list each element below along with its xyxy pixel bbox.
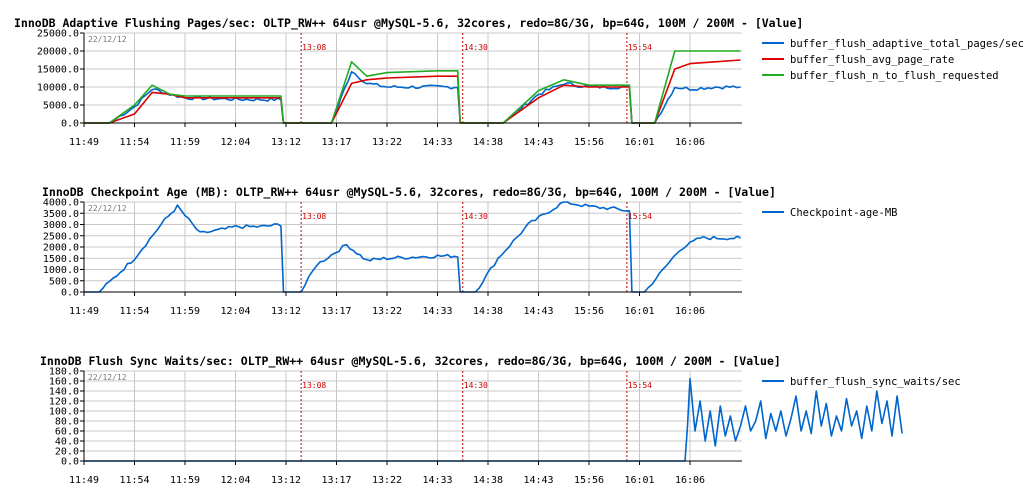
event-marker-label: 15:54 — [628, 43, 652, 52]
x-tick-label: 11:54 — [119, 306, 149, 317]
x-tick-label: 14:38 — [473, 475, 503, 486]
x-tick-label: 11:59 — [170, 137, 200, 148]
chart-panel-1: InnoDB Adaptive Flushing Pages/sec: OLTP… — [14, 16, 1024, 148]
event-marker-label: 15:54 — [628, 212, 652, 221]
event-marker-label: 13:08 — [302, 212, 326, 221]
x-tick-label: 11:54 — [119, 137, 149, 148]
x-tick-label: 14:43 — [523, 137, 553, 148]
y-tick-label: 140.0 — [49, 387, 79, 398]
x-tick-label: 12:04 — [220, 475, 250, 486]
y-tick-label: 180.0 — [49, 367, 79, 378]
chart-title: InnoDB Flush Sync Waits/sec: OLTP_RW++ 6… — [40, 354, 781, 369]
y-tick-label: 0.0 — [61, 288, 79, 299]
x-tick-label: 11:59 — [170, 475, 200, 486]
x-tick-label: 14:43 — [523, 475, 553, 486]
y-tick-label: 0.0 — [61, 119, 79, 130]
y-tick-label: 5000.0 — [43, 101, 79, 112]
y-tick-label: 2000.0 — [43, 243, 79, 254]
x-tick-label: 13:22 — [372, 306, 402, 317]
y-tick-label: 120.0 — [49, 397, 79, 408]
y-tick-label: 3000.0 — [43, 220, 79, 231]
x-tick-label: 16:01 — [624, 475, 654, 486]
y-tick-label: 80.0 — [55, 417, 79, 428]
x-tick-label: 16:01 — [624, 306, 654, 317]
x-tick-label: 15:56 — [574, 137, 604, 148]
chart-panel-3: InnoDB Flush Sync Waits/sec: OLTP_RW++ 6… — [40, 354, 961, 486]
y-tick-label: 40.0 — [55, 437, 79, 448]
event-marker-label: 14:30 — [464, 381, 488, 390]
x-tick-label: 11:54 — [119, 475, 149, 486]
x-tick-label: 13:17 — [321, 475, 351, 486]
x-tick-label: 11:49 — [69, 137, 99, 148]
event-marker-label: 15:54 — [628, 381, 652, 390]
x-tick-label: 14:33 — [422, 306, 452, 317]
y-tick-label: 15000.0 — [37, 65, 79, 76]
x-tick-label: 13:22 — [372, 475, 402, 486]
event-marker-label: 13:08 — [302, 43, 326, 52]
y-tick-label: 100.0 — [49, 407, 79, 418]
event-marker-label: 13:08 — [302, 381, 326, 390]
x-tick-label: 11:49 — [69, 475, 99, 486]
y-tick-label: 500.0 — [49, 276, 79, 287]
event-marker-label: 14:30 — [464, 43, 488, 52]
legend-label: buffer_flush_n_to_flush_requested — [790, 70, 999, 82]
x-tick-label: 15:56 — [574, 475, 604, 486]
x-tick-label: 11:49 — [69, 306, 99, 317]
x-tick-label: 14:33 — [422, 137, 452, 148]
x-tick-label: 13:12 — [271, 475, 301, 486]
x-tick-label: 16:01 — [624, 137, 654, 148]
x-tick-label: 13:17 — [321, 306, 351, 317]
y-tick-label: 3500.0 — [43, 209, 79, 220]
x-tick-label: 12:04 — [220, 306, 250, 317]
y-tick-label: 4000.0 — [43, 198, 79, 209]
x-tick-label: 13:17 — [321, 137, 351, 148]
date-label: 22/12/12 — [88, 35, 127, 44]
legend-label: buffer_flush_avg_page_rate — [790, 54, 954, 66]
chart-panel-2: InnoDB Checkpoint Age (MB): OLTP_RW++ 64… — [42, 185, 897, 317]
y-tick-label: 0.0 — [61, 457, 79, 468]
series-line-1 — [84, 377, 903, 462]
x-tick-label: 16:06 — [675, 137, 705, 148]
y-tick-label: 1000.0 — [43, 265, 79, 276]
x-tick-label: 13:12 — [271, 137, 301, 148]
chart-title: InnoDB Checkpoint Age (MB): OLTP_RW++ 64… — [42, 185, 776, 200]
date-label: 22/12/12 — [88, 373, 127, 382]
legend-label: buffer_flush_sync_waits/sec — [790, 376, 961, 388]
x-tick-label: 14:38 — [473, 137, 503, 148]
y-tick-label: 160.0 — [49, 377, 79, 388]
event-marker-label: 14:30 — [464, 212, 488, 221]
y-tick-label: 25000.0 — [37, 29, 79, 40]
y-tick-label: 1500.0 — [43, 254, 79, 265]
x-tick-label: 14:38 — [473, 306, 503, 317]
y-tick-label: 2500.0 — [43, 231, 79, 242]
x-tick-label: 13:12 — [271, 306, 301, 317]
x-tick-label: 16:06 — [675, 306, 705, 317]
x-tick-label: 15:56 — [574, 306, 604, 317]
y-tick-label: 60.0 — [55, 427, 79, 438]
date-label: 22/12/12 — [88, 204, 127, 213]
x-tick-label: 13:22 — [372, 137, 402, 148]
legend-label: Checkpoint-age-MB — [790, 207, 897, 219]
y-tick-label: 20.0 — [55, 447, 79, 458]
x-tick-label: 12:04 — [220, 137, 250, 148]
chart-title: InnoDB Adaptive Flushing Pages/sec: OLTP… — [14, 16, 803, 31]
x-tick-label: 16:06 — [675, 475, 705, 486]
y-tick-label: 20000.0 — [37, 47, 79, 58]
legend-label: buffer_flush_adaptive_total_pages/sec — [790, 38, 1024, 50]
x-tick-label: 11:59 — [170, 306, 200, 317]
x-tick-label: 14:33 — [422, 475, 452, 486]
y-tick-label: 10000.0 — [37, 83, 79, 94]
x-tick-label: 14:43 — [523, 306, 553, 317]
